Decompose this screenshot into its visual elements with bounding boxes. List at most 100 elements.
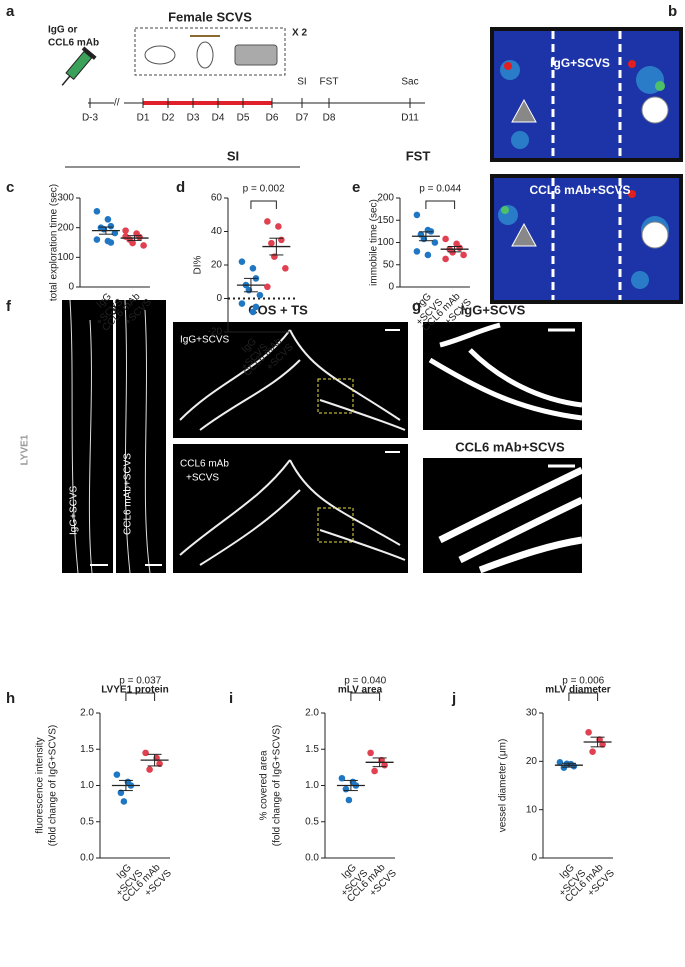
significance-bracket xyxy=(568,692,599,701)
y-axis-label: (fold change of IgG+SCVS) xyxy=(48,725,59,846)
heatmap-label: IgG+SCVS xyxy=(550,56,610,70)
y-tick-label: 150 xyxy=(377,215,394,226)
day-label: D7 xyxy=(296,113,309,124)
data-point xyxy=(107,239,115,246)
y-tick-label: 100 xyxy=(377,237,394,248)
data-point xyxy=(117,789,125,797)
chart-title: mLV diameter xyxy=(545,685,610,696)
panel-label: g xyxy=(412,298,421,315)
event-label: Sac xyxy=(401,77,418,88)
y-tick-label: 10 xyxy=(526,804,538,815)
significance-bracket xyxy=(125,692,156,701)
panel-label: e xyxy=(352,179,360,196)
data-point xyxy=(338,774,346,782)
mouse-icon xyxy=(196,41,214,69)
data-point xyxy=(107,222,115,230)
panel-label: b xyxy=(668,3,677,20)
y-tick-label: 1.5 xyxy=(305,744,319,755)
data-point xyxy=(282,265,289,272)
treatment-label: CCL6 mAb xyxy=(48,38,99,49)
axis-break: // xyxy=(114,98,120,109)
image-header: IgG+SCVS xyxy=(461,302,526,317)
data-point xyxy=(252,303,260,311)
data-point xyxy=(238,300,246,307)
data-point xyxy=(249,265,257,272)
marker-label: LYVE1 xyxy=(20,434,31,465)
heatmap-label: CCL6 mAb+SCVS xyxy=(529,183,630,197)
day-label: D1 xyxy=(137,113,150,124)
y-tick-label: 0 xyxy=(68,282,74,293)
data-point xyxy=(264,283,271,291)
y-tick-label: 200 xyxy=(377,193,394,204)
panel-label: h xyxy=(6,690,15,707)
dot-plot: 0.0 0.5 1.0 1.5 2.0 fluorescence intensity (fo… xyxy=(35,676,174,905)
y-axis-label: DI% xyxy=(193,255,204,274)
y-tick-label: 40 xyxy=(211,226,223,237)
day-label: D2 xyxy=(162,113,175,124)
data-point xyxy=(111,229,119,237)
p-value: p = 0.037 xyxy=(119,676,161,687)
day-label: D6 xyxy=(266,113,279,124)
y-tick-label: 1.0 xyxy=(305,780,319,791)
y-tick-label: 0.0 xyxy=(80,853,94,864)
y-axis-label: total exploration time (sec) xyxy=(49,184,60,301)
panel-label: i xyxy=(229,690,233,707)
y-tick-label: 20 xyxy=(526,756,538,767)
data-point xyxy=(345,796,353,804)
y-tick-label: 0 xyxy=(216,293,222,304)
p-value: p = 0.040 xyxy=(344,676,386,687)
data-point xyxy=(93,208,101,215)
dot-plot: 0.0 0.5 1.0 1.5 2.0 % covered area (fold chang… xyxy=(259,676,399,905)
data-point xyxy=(442,235,449,243)
syringe-icon xyxy=(61,46,97,86)
significance-bracket xyxy=(250,200,277,209)
data-point xyxy=(424,251,432,259)
day-label: D8 xyxy=(323,113,336,124)
restraint-icon xyxy=(234,44,278,66)
data-point xyxy=(413,248,421,255)
y-tick-label: 2.0 xyxy=(80,708,94,719)
chart-title: LVYE1 protein xyxy=(101,685,169,696)
image-header: CCL6 mAb+SCVS xyxy=(455,439,565,454)
y-tick-label: 50 xyxy=(383,259,395,270)
panel-label: f xyxy=(6,298,12,315)
y-axis-label: (fold change of IgG+SCVS) xyxy=(272,725,283,846)
data-point xyxy=(442,255,449,263)
image-label: IgG+SCVS xyxy=(69,485,80,535)
y-tick-label: 100 xyxy=(57,252,74,263)
significance-bracket xyxy=(425,200,456,209)
data-point xyxy=(367,749,374,757)
data-point xyxy=(599,741,606,748)
y-tick-label: 2.0 xyxy=(305,708,319,719)
data-point xyxy=(456,244,463,252)
stress-title: Female SCVS xyxy=(168,9,252,24)
y-tick-label: 0.0 xyxy=(305,853,319,864)
y-tick-label: 0 xyxy=(531,853,537,864)
panel-label: d xyxy=(176,179,185,196)
y-tick-label: 20 xyxy=(211,260,223,271)
y-tick-label: 1.0 xyxy=(80,780,94,791)
image-label: CCL6 mAb+SCVS xyxy=(123,453,134,535)
y-tick-label: 300 xyxy=(57,193,74,204)
data-point xyxy=(556,759,564,766)
y-axis-label: vessel diameter (μm) xyxy=(498,739,509,833)
data-point xyxy=(431,239,439,246)
y-tick-label: 200 xyxy=(57,222,74,233)
data-point xyxy=(413,211,421,219)
data-point xyxy=(371,767,378,775)
data-point xyxy=(104,216,112,223)
treatment-label: IgG or xyxy=(48,25,78,36)
y-tick-label: 0 xyxy=(388,282,394,293)
mouse-icon xyxy=(144,45,176,65)
image-header: COS + TS xyxy=(248,302,308,317)
significance-bracket xyxy=(350,692,381,701)
day-label: D-3 xyxy=(82,113,99,124)
data-point xyxy=(268,239,275,247)
y-tick-label: -20 xyxy=(208,327,223,338)
day-label: D4 xyxy=(212,113,225,124)
day-label: D11 xyxy=(401,113,419,124)
section-header: FST xyxy=(406,148,431,163)
